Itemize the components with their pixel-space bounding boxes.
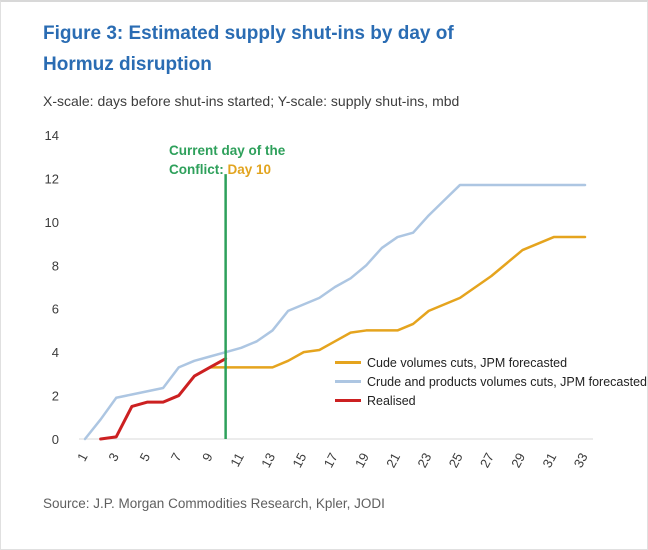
svg-text:13: 13	[258, 450, 278, 470]
svg-text:7: 7	[168, 450, 185, 463]
conflict-day-annotation: Current day of the Conflict: Day 10	[169, 141, 285, 179]
svg-text:33: 33	[571, 450, 591, 470]
svg-text:25: 25	[446, 450, 466, 470]
legend-item-realised: Realised	[335, 391, 647, 410]
svg-text:11: 11	[227, 450, 247, 469]
figure-title-line2: Hormuz disruption	[43, 54, 212, 75]
svg-text:23: 23	[414, 450, 434, 470]
legend-label: Realised	[367, 393, 416, 408]
svg-text:2: 2	[52, 389, 59, 404]
annotation-day-highlight: Day 10	[227, 162, 272, 177]
svg-text:12: 12	[45, 171, 59, 186]
legend-swatch-red	[335, 399, 361, 402]
svg-text:1: 1	[74, 450, 91, 463]
figure-title-line1: Figure 3: Estimated supply shut-ins by d…	[43, 23, 454, 44]
svg-text:27: 27	[477, 450, 497, 470]
svg-text:15: 15	[289, 450, 309, 470]
annotation-line2-prefix: Conflict:	[169, 162, 228, 177]
svg-text:3: 3	[105, 450, 122, 463]
svg-text:17: 17	[321, 450, 341, 470]
svg-text:8: 8	[52, 258, 59, 273]
legend-item-crude-cuts: Cude volumes cuts, JPM forecasted	[335, 353, 647, 372]
svg-text:29: 29	[508, 450, 528, 470]
svg-text:6: 6	[52, 302, 59, 317]
svg-text:4: 4	[52, 345, 59, 360]
legend-label: Crude and products volumes cuts, JPM for…	[367, 374, 647, 389]
svg-text:14: 14	[45, 128, 59, 143]
legend-label: Cude volumes cuts, JPM forecasted	[367, 355, 568, 370]
annotation-line1: Current day of the	[169, 143, 286, 158]
svg-text:31: 31	[539, 450, 559, 470]
svg-text:19: 19	[352, 450, 372, 470]
figure-title: Figure 3: Estimated supply shut-ins by d…	[43, 18, 607, 80]
legend-item-crude-products-cuts: Crude and products volumes cuts, JPM for…	[335, 372, 647, 391]
source-note: Source: J.P. Morgan Commodities Research…	[43, 496, 385, 511]
svg-text:0: 0	[52, 432, 59, 447]
svg-text:10: 10	[45, 215, 59, 230]
axis-description: X-scale: days before shut-ins started; Y…	[43, 93, 460, 109]
legend-swatch-blue	[335, 380, 361, 383]
chart-area: 0 2 4 6 8 10 12 14 1 3 5 7 9 11 13 15 17 19 21 23 25 27 29 31 33…	[1, 125, 647, 480]
chart-legend: Cude volumes cuts, JPM forecasted Crude …	[335, 353, 647, 410]
legend-swatch-yellow	[335, 361, 361, 364]
svg-text:5: 5	[137, 450, 154, 463]
svg-text:21: 21	[383, 450, 403, 470]
svg-text:9: 9	[199, 450, 216, 463]
